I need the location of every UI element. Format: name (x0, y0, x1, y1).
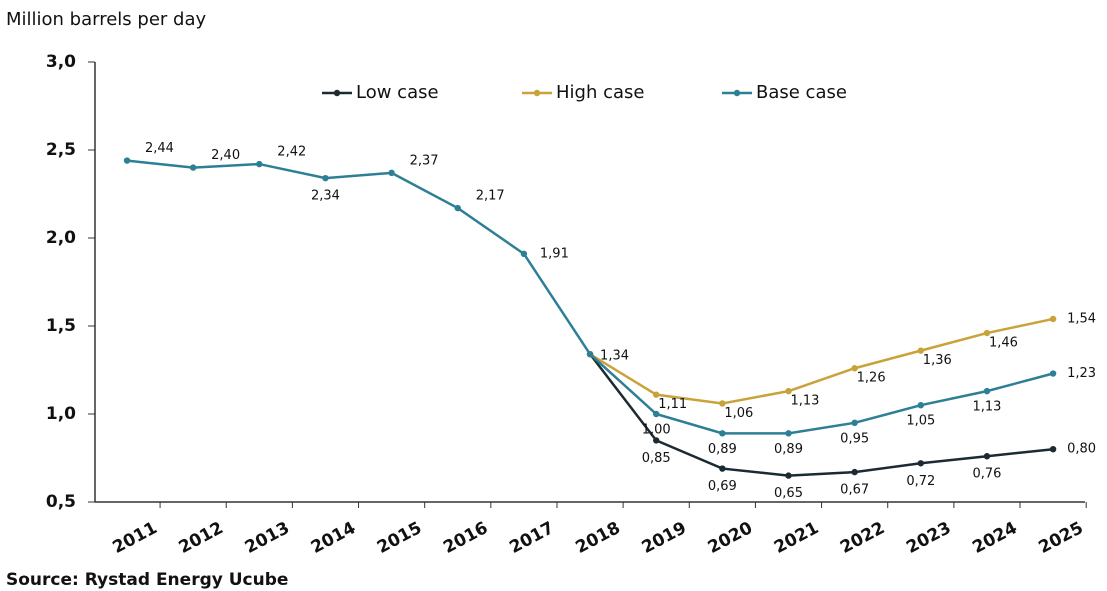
value-label: 2,44 (145, 141, 174, 156)
point (785, 472, 792, 479)
value-label: 1,54 (1067, 311, 1096, 326)
value-label: 2,34 (311, 189, 340, 204)
value-label: 2,42 (277, 145, 306, 160)
value-label: 1,36 (923, 353, 952, 368)
value-label: 0,67 (840, 483, 869, 498)
point (586, 350, 594, 358)
value-label: 1,23 (1067, 366, 1096, 381)
x-tick-label: 2012 (176, 518, 227, 558)
legend-swatch (533, 89, 541, 97)
source: Source: Rystad Energy Ucube (6, 570, 288, 590)
value-label: 2,17 (476, 189, 505, 204)
point (1049, 446, 1057, 453)
point (851, 419, 858, 426)
value-label: 0,72 (906, 474, 935, 489)
value-label: 0,95 (840, 431, 869, 446)
value-label: 1,11 (658, 397, 687, 412)
point (785, 430, 792, 437)
x-tick-label: 2022 (837, 518, 888, 558)
point (454, 204, 461, 212)
point (322, 174, 329, 182)
value-label: 0,76 (972, 467, 1001, 482)
point (983, 453, 991, 460)
y-tick-label: 2,5 (46, 140, 76, 160)
x-tick-label: 2024 (969, 518, 1020, 558)
legend-label: Base case (756, 82, 847, 103)
x-tick-label: 2020 (705, 518, 756, 558)
x-tick-label: 2016 (440, 518, 491, 558)
y-tick-label: 2,0 (46, 228, 76, 248)
point (917, 347, 924, 354)
series-line (589, 317, 1054, 405)
point (719, 430, 726, 437)
y-tick-label: 0,5 (46, 492, 76, 512)
legend-label: Low case (356, 82, 439, 103)
y-tick-label: 3,0 (46, 52, 76, 72)
legend-label: High case (556, 82, 644, 103)
point (851, 468, 858, 476)
series-line (589, 353, 1054, 477)
value-label: 0,69 (708, 479, 737, 494)
value-label: 1,91 (540, 246, 569, 261)
value-label: 2,40 (211, 148, 240, 163)
value-label: 0,89 (774, 442, 803, 457)
legend-swatch (333, 89, 341, 97)
value-label: 0,80 (1067, 442, 1096, 457)
point (123, 157, 131, 164)
point (917, 402, 924, 409)
point (719, 400, 726, 407)
x-tick-label: 2014 (308, 518, 359, 558)
x-tick-label: 2017 (506, 518, 557, 558)
point (851, 365, 858, 372)
value-label: 1,13 (791, 394, 820, 409)
x-tick-label: 2013 (242, 518, 293, 558)
point (1049, 315, 1057, 323)
value-label: 1,26 (857, 371, 886, 386)
value-label: 1,05 (906, 414, 935, 429)
value-label: 0,89 (708, 442, 737, 457)
value-label: 0,85 (642, 451, 671, 466)
series-line (126, 159, 1054, 435)
value-label: 1,06 (724, 406, 753, 421)
y-tick-label: 1,5 (46, 316, 76, 336)
point (1049, 370, 1057, 377)
x-tick-label: 2019 (639, 518, 690, 558)
point (256, 160, 263, 168)
point (983, 329, 991, 337)
y-axis-label: Million barrels per day (6, 9, 206, 30)
x-tick-label: 2021 (771, 518, 822, 558)
value-label: 2,37 (410, 153, 439, 168)
value-label: 1,46 (989, 336, 1018, 351)
point (653, 391, 660, 398)
point (785, 387, 792, 395)
legend-swatch (733, 89, 741, 97)
point (189, 164, 197, 171)
point (917, 460, 924, 467)
point (983, 387, 991, 395)
value-label: 0,65 (774, 486, 803, 501)
y-tick-label: 1,0 (46, 404, 76, 424)
point (520, 250, 528, 258)
x-tick-label: 2015 (374, 518, 425, 558)
value-label: 1,13 (972, 400, 1001, 415)
x-tick-label: 2018 (572, 518, 623, 558)
value-label: 1,34 (600, 349, 629, 364)
x-tick-label: 2025 (1036, 518, 1087, 558)
point (653, 410, 660, 418)
value-label: 1,00 (642, 423, 671, 438)
point (719, 465, 726, 472)
x-tick-label: 2011 (109, 518, 160, 558)
x-tick-label: 2023 (903, 518, 954, 558)
point (388, 169, 395, 177)
point (653, 437, 660, 444)
